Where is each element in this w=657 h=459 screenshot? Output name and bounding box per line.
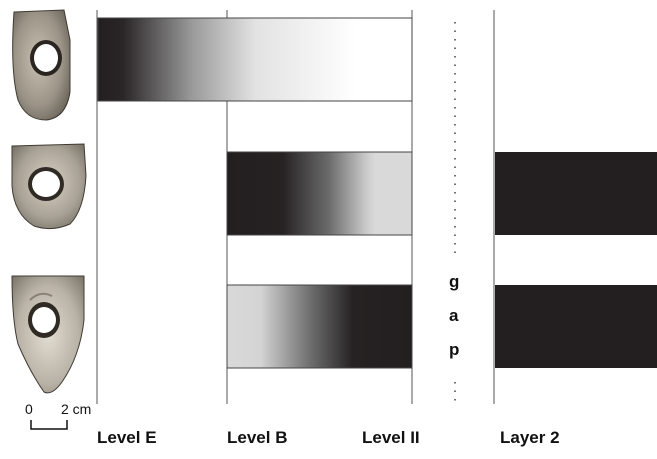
row-3-bar — [226, 284, 413, 369]
gap-letter-g: g — [449, 272, 460, 291]
gap-letter-a: a — [449, 306, 459, 325]
pendant-3-image — [11, 275, 85, 394]
scale-end-label: 2 cm — [61, 401, 92, 417]
pendant-2-image — [11, 143, 87, 230]
pendant-1-image — [12, 9, 71, 121]
level-ii-label: Level II — [362, 428, 420, 447]
row-1-bar — [97, 17, 413, 102]
level-b-label: Level B — [227, 428, 288, 447]
layer-2-label: Layer 2 — [500, 428, 560, 447]
level-e-label: Level E — [97, 428, 157, 447]
row-3-layer2-bar — [495, 285, 657, 368]
scale-bar — [30, 420, 68, 430]
scale-start-label: 0 — [25, 401, 33, 417]
row-2-bar — [226, 151, 413, 236]
row-2-layer2-bar — [495, 152, 657, 235]
gap-letter-p: p — [449, 340, 460, 359]
